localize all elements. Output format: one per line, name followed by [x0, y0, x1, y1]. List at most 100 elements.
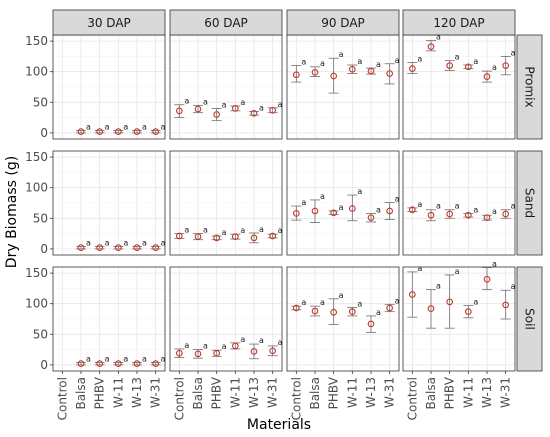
significance-label: a	[376, 205, 381, 214]
significance-label: a	[395, 194, 400, 203]
x-tick-label: W-11	[345, 377, 359, 408]
significance-label: a	[240, 335, 245, 344]
significance-label: a	[259, 336, 264, 345]
data-point	[483, 214, 491, 222]
data-point	[348, 308, 356, 316]
data-marks: a a a a a a a a a a a a a a a a a a a a a a a a a a a a a a a a a a a a a a a a…	[76, 33, 516, 368]
significance-label: a	[222, 228, 227, 237]
data-point	[386, 304, 394, 312]
significance-label: a	[417, 264, 422, 273]
data-point	[464, 308, 472, 316]
data-point	[77, 360, 85, 368]
data-point	[483, 73, 491, 80]
x-tick-label: PHBV	[327, 376, 341, 409]
data-point	[213, 234, 221, 242]
data-point	[292, 304, 300, 312]
data-point	[269, 106, 277, 114]
significance-label: a	[203, 226, 208, 235]
y-tick-label: 150	[25, 266, 48, 280]
data-point	[269, 347, 277, 355]
y-tick-label: 100	[25, 65, 48, 79]
grid-layer	[53, 35, 515, 371]
data-point	[250, 234, 258, 242]
data-point	[96, 128, 104, 136]
significance-label: a	[184, 97, 189, 106]
significance-label: a	[259, 225, 264, 234]
data-point	[311, 68, 319, 76]
significance-label: a	[492, 63, 497, 72]
x-tick-label: Balsa	[74, 377, 88, 410]
row-strip-label: Promix	[523, 66, 537, 107]
data-point	[408, 65, 416, 72]
significance-label: a	[455, 267, 460, 276]
data-point	[502, 62, 510, 69]
significance-label: a	[395, 296, 400, 305]
significance-label: a	[259, 103, 264, 112]
significance-label: a	[301, 58, 306, 67]
significance-label: a	[473, 298, 478, 307]
row-strip	[516, 266, 543, 372]
panel-border	[169, 266, 283, 372]
data-point	[250, 109, 258, 117]
significance-label: a	[161, 238, 166, 247]
data-point	[330, 72, 338, 80]
y-tick-label: 100	[25, 181, 48, 195]
x-tick-label: W-13	[480, 377, 494, 408]
data-point	[502, 301, 510, 309]
data-point	[96, 244, 104, 252]
data-point	[114, 128, 122, 136]
column-strip-label: 30 DAP	[87, 16, 131, 30]
data-point	[152, 360, 160, 368]
data-point	[427, 43, 435, 50]
y-tick-label: 0	[40, 358, 48, 372]
data-point	[311, 307, 319, 315]
column-strip	[286, 9, 400, 36]
x-axis-title: Materials	[247, 417, 311, 433]
significance-label: a	[376, 60, 381, 69]
x-tick-label: Control	[172, 377, 186, 420]
significance-label: a	[301, 198, 306, 207]
axes: 0 50 100 150 0 50 100 150 0 50 100 150 Control Balsa P…	[25, 34, 513, 420]
significance-label: a	[278, 338, 283, 347]
data-point	[96, 360, 104, 368]
x-tick-label: W-11	[228, 377, 242, 408]
significance-label: a	[376, 308, 381, 317]
x-tick-label: Control	[55, 377, 69, 420]
significance-label: a	[161, 122, 166, 131]
data-point	[194, 350, 202, 358]
data-point	[292, 71, 300, 79]
significance-label: a	[105, 122, 110, 131]
x-tick-label: W-31	[149, 377, 163, 408]
panel-border	[52, 150, 166, 256]
significance-label: a	[357, 187, 362, 196]
data-point	[348, 205, 356, 212]
data-point	[386, 70, 394, 77]
data-point	[133, 244, 141, 252]
significance-label: a	[395, 56, 400, 65]
y-tick-label: 150	[25, 34, 48, 48]
significance-label: a	[320, 192, 325, 201]
data-point	[194, 105, 202, 113]
row-strip	[516, 150, 543, 256]
data-point	[464, 63, 472, 71]
significance-label: a	[123, 354, 128, 363]
x-tick-label: W-13	[130, 377, 144, 408]
x-tick-label: W-11	[461, 377, 475, 408]
data-point	[175, 107, 183, 115]
data-point	[446, 210, 454, 218]
significance-label: a	[123, 238, 128, 247]
data-point	[446, 298, 454, 306]
data-point	[483, 275, 491, 283]
x-tick-label: PHBV	[93, 376, 107, 409]
significance-label: a	[455, 53, 460, 62]
data-point	[330, 209, 338, 217]
data-point	[446, 62, 454, 69]
x-tick-label: W-13	[364, 377, 378, 408]
data-point	[175, 232, 183, 240]
y-tick-label: 50	[33, 211, 48, 225]
x-tick-label: W-31	[499, 377, 513, 408]
data-point	[367, 214, 375, 222]
data-point	[367, 320, 375, 328]
x-tick-label: Balsa	[424, 377, 438, 410]
column-strip-label: 60 DAP	[204, 16, 248, 30]
